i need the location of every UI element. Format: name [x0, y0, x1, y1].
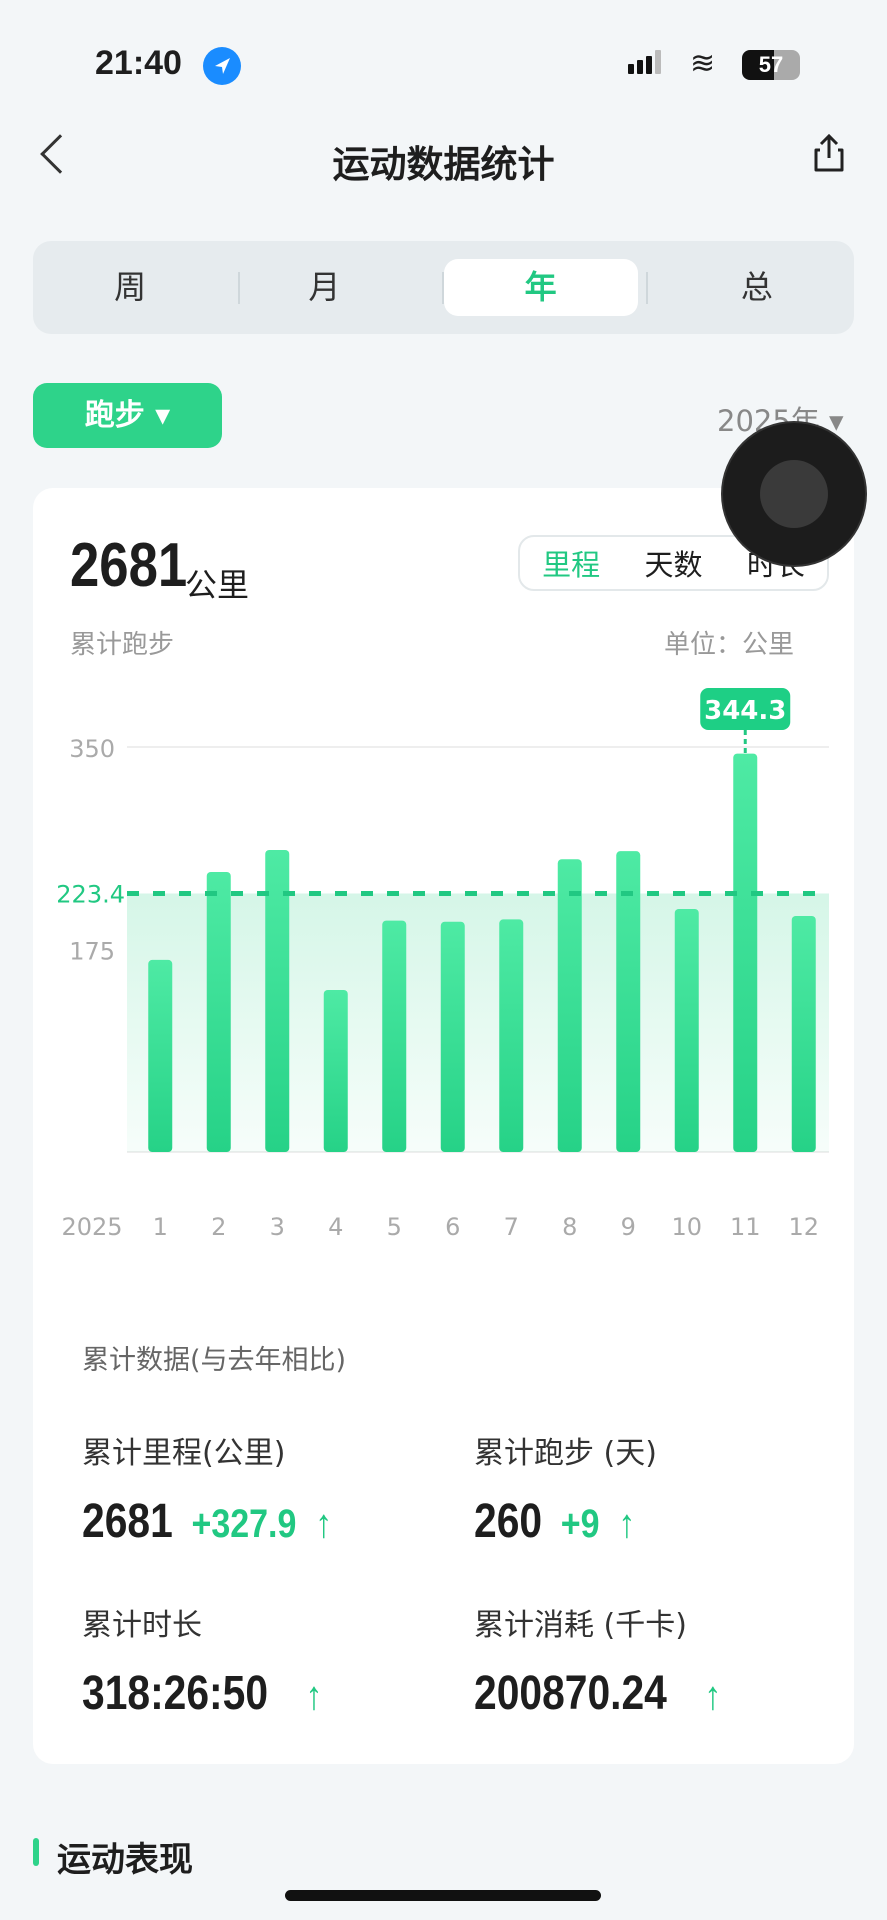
tab-total[interactable]: 总: [740, 268, 773, 306]
highlight-value: 344.3: [704, 696, 786, 726]
total-unit: 公里: [185, 566, 250, 604]
bar-4: [323, 990, 348, 1152]
bar-9: [616, 851, 641, 1152]
bar-2: [206, 871, 231, 1152]
x-tick-label: 8: [562, 1213, 577, 1241]
x-tick-label: 5: [387, 1213, 402, 1241]
y-tick-label: 350: [69, 735, 115, 763]
tab-week[interactable]: 周: [114, 268, 147, 306]
x-tick-label: 10: [671, 1213, 702, 1241]
x-tick-label: 3: [270, 1213, 285, 1241]
y-tick-label: 175: [69, 938, 115, 966]
x-tick-label: 7: [504, 1213, 519, 1241]
stat-value: 200870.24 ↑: [474, 1666, 721, 1721]
sport-type-dropdown[interactable]: 跑步 ▾: [33, 383, 222, 448]
divider: [238, 272, 240, 304]
bar-11: [733, 753, 758, 1152]
share-button[interactable]: [810, 132, 848, 174]
section-title: 运动表现: [57, 1840, 193, 1880]
cellular-signal-icon: [628, 50, 664, 78]
divider: [442, 272, 444, 304]
cumulative-heading: 累计数据(与去年相比): [82, 1345, 347, 1376]
toggle-distance[interactable]: 里程: [542, 548, 601, 582]
unit-note: 单位：公里: [663, 630, 794, 660]
divider: [646, 272, 648, 304]
page-title: 运动数据统计: [332, 143, 555, 186]
stat-value: 2681 +327.9 ↑: [82, 1494, 332, 1549]
arrow-up-icon: ↑: [618, 1502, 636, 1546]
arrow-up-icon: ↑: [704, 1674, 722, 1718]
section-marker: [33, 1838, 39, 1866]
bar-6: [440, 921, 465, 1152]
stat-delta: +9: [560, 1502, 600, 1546]
arrow-up-icon: ↑: [315, 1502, 333, 1546]
wifi-icon: ≋: [690, 46, 716, 81]
tab-year[interactable]: 年: [443, 259, 638, 316]
summary-caption: 累计跑步: [70, 630, 175, 660]
stat-label: 累计里程(公里): [82, 1436, 286, 1471]
stat-number: 318:26:50: [82, 1667, 269, 1720]
x-tick-label: 11: [730, 1213, 761, 1241]
battery-icon: 57: [742, 50, 800, 80]
x-tick-label: 12: [788, 1213, 819, 1241]
location-arrow-icon: [203, 47, 241, 85]
stat-value: 260 +9 ↑: [474, 1494, 635, 1549]
assistive-touch-button[interactable]: [723, 423, 865, 565]
average-label: 223.4: [56, 880, 125, 908]
stat-number: 260: [474, 1495, 543, 1548]
bar-10: [674, 909, 699, 1152]
stat-delta: +327.9: [191, 1502, 297, 1546]
toggle-days[interactable]: 天数: [644, 548, 703, 582]
tab-month[interactable]: 月: [308, 268, 341, 306]
stat-label: 累计消耗 (千卡): [474, 1608, 687, 1643]
stat-label: 累计跑步 (天): [474, 1436, 657, 1471]
stat-number: 200870.24: [474, 1667, 667, 1720]
x-tick-label: 2: [211, 1213, 226, 1241]
stat-label: 累计时长: [82, 1608, 202, 1643]
status-time: 21:40: [95, 44, 182, 82]
total-distance: 2681: [70, 531, 188, 600]
period-tabs: 周 月 年 总: [33, 241, 854, 334]
bar-3: [265, 849, 290, 1152]
x-axis-year-label: 2025: [61, 1213, 122, 1241]
average-area: [127, 893, 829, 1152]
highlight-tooltip: [700, 688, 791, 730]
bar-5: [382, 920, 407, 1152]
bar-8: [557, 859, 582, 1152]
bar-1: [148, 959, 173, 1152]
x-tick-label: 9: [621, 1213, 636, 1241]
stat-number: 2681: [82, 1495, 173, 1548]
bar-12: [791, 915, 816, 1152]
x-tick-label: 4: [328, 1213, 343, 1241]
x-tick-label: 1: [153, 1213, 168, 1241]
arrow-up-icon: ↑: [305, 1674, 323, 1718]
stat-value: 318:26:50 ↑: [82, 1666, 322, 1721]
x-tick-label: 6: [445, 1213, 460, 1241]
home-indicator: [285, 1890, 601, 1901]
bar-7: [499, 919, 524, 1152]
